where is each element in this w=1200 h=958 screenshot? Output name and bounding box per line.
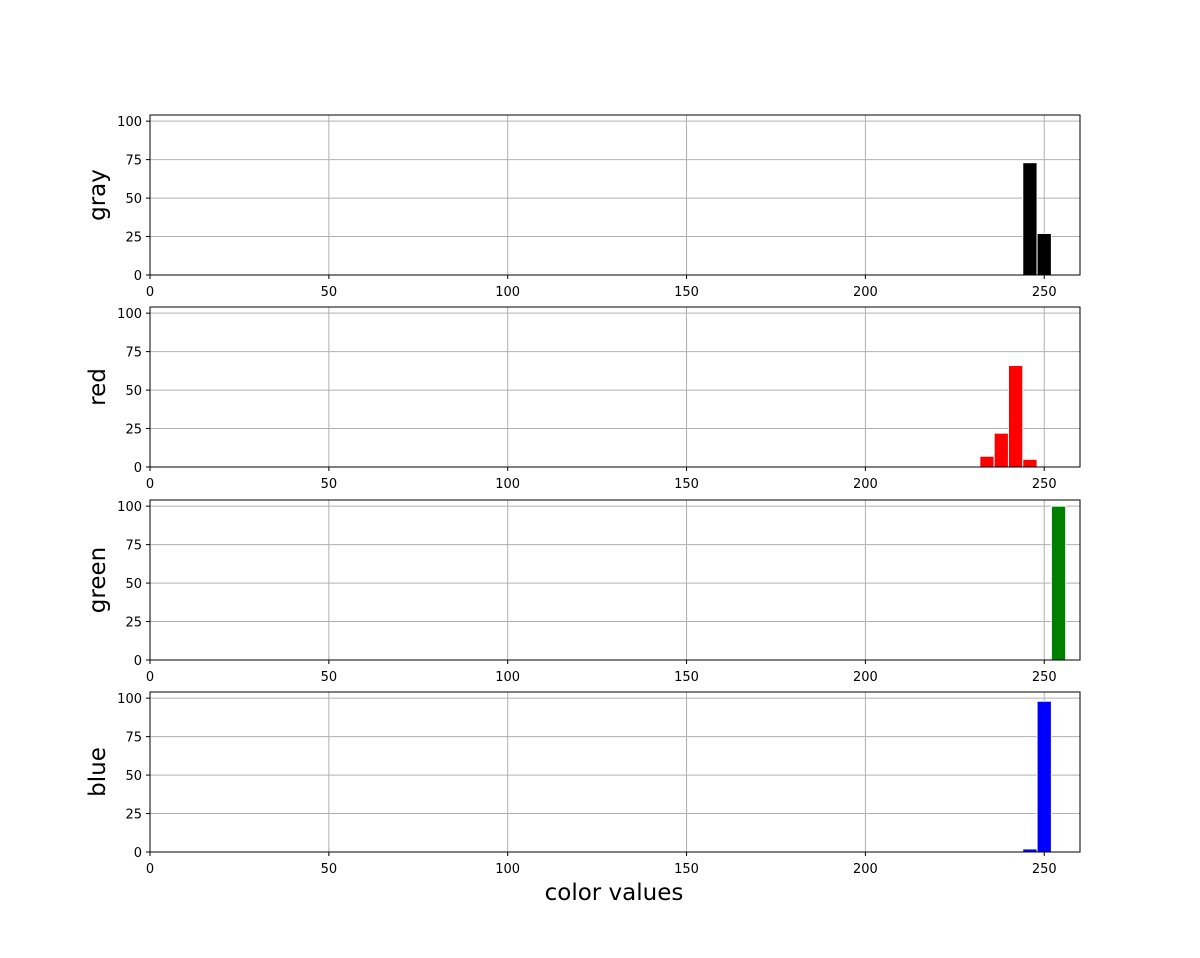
bar-gray-0 [1022,162,1038,276]
y-tick-label: 100 [117,500,142,515]
panel-gray: 0 50 100 150 200 250 0 25 50 75 100 gray [85,114,1081,300]
panel-green: 0 50 100 150 200 250 0 25 50 75 100 green [85,499,1081,685]
y-axis-label-gray: gray [85,169,111,221]
y-axis-label-green: green [85,547,111,613]
x-tick-label: 50 [321,670,338,685]
x-tick-label: 250 [1032,862,1057,877]
y-tick-label: 50 [125,577,142,592]
x-tick-label: 200 [853,670,878,685]
y-tick-label: 25 [125,616,142,631]
y-tick-label: 0 [134,846,142,861]
x-tick-label: 150 [674,285,699,300]
y-tick-label: 50 [125,192,142,207]
x-tick-label: 0 [146,862,154,877]
x-tick-label: 50 [321,285,338,300]
y-axis-label-red: red [85,368,111,406]
x-tick-label: 100 [495,862,520,877]
y-tick-label: 75 [125,154,142,169]
y-tick-label: 25 [125,231,142,246]
bar-red-2 [1007,364,1024,468]
y-tick-label: 25 [125,808,142,823]
x-tick-label: 150 [674,862,699,877]
axes-frame [149,499,1081,661]
panel-red: 0 50 100 150 200 250 0 25 50 75 100 red [85,306,1081,492]
y-tick-label: 75 [125,731,142,746]
y-tick-label: 100 [117,307,142,322]
axes-frame [149,114,1081,276]
y-tick-label: 0 [134,269,142,284]
y-tick-label: 50 [125,769,142,784]
x-tick-label: 100 [495,670,520,685]
axes-frame [149,691,1081,853]
x-tick-label: 0 [146,285,154,300]
x-axis-label: color values [545,880,684,906]
x-tick-label: 100 [495,285,520,300]
y-tick-label: 75 [125,539,142,554]
bar-red-1 [993,432,1009,468]
x-tick-label: 200 [853,285,878,300]
y-tick-label: 50 [125,384,142,399]
bar-blue-1 [1036,700,1052,853]
x-tick-label: 250 [1032,477,1057,492]
x-tick-label: 0 [146,670,154,685]
x-tick-label: 250 [1032,285,1057,300]
x-tick-label: 50 [321,477,338,492]
x-tick-label: 250 [1032,670,1057,685]
y-tick-label: 75 [125,346,142,361]
x-tick-label: 200 [853,862,878,877]
bar-green-0 [1050,505,1067,661]
panel-blue: 0 50 100 150 200 250 0 25 50 75 100 blue [85,691,1081,877]
y-tick-label: 0 [134,461,142,476]
bar-red-3 [1022,458,1038,468]
x-tick-label: 50 [321,862,338,877]
x-tick-label: 150 [674,670,699,685]
axes-frame [149,306,1081,468]
x-tick-label: 200 [853,477,878,492]
x-tick-label: 0 [146,477,154,492]
bar-gray-1 [1036,232,1052,276]
y-tick-label: 0 [134,654,142,669]
bar-red-0 [979,455,995,468]
x-tick-label: 150 [674,477,699,492]
y-tick-label: 100 [117,692,142,707]
x-tick-label: 100 [495,477,520,492]
y-axis-label-blue: blue [85,747,111,797]
y-tick-label: 25 [125,423,142,438]
y-tick-label: 100 [117,115,142,130]
